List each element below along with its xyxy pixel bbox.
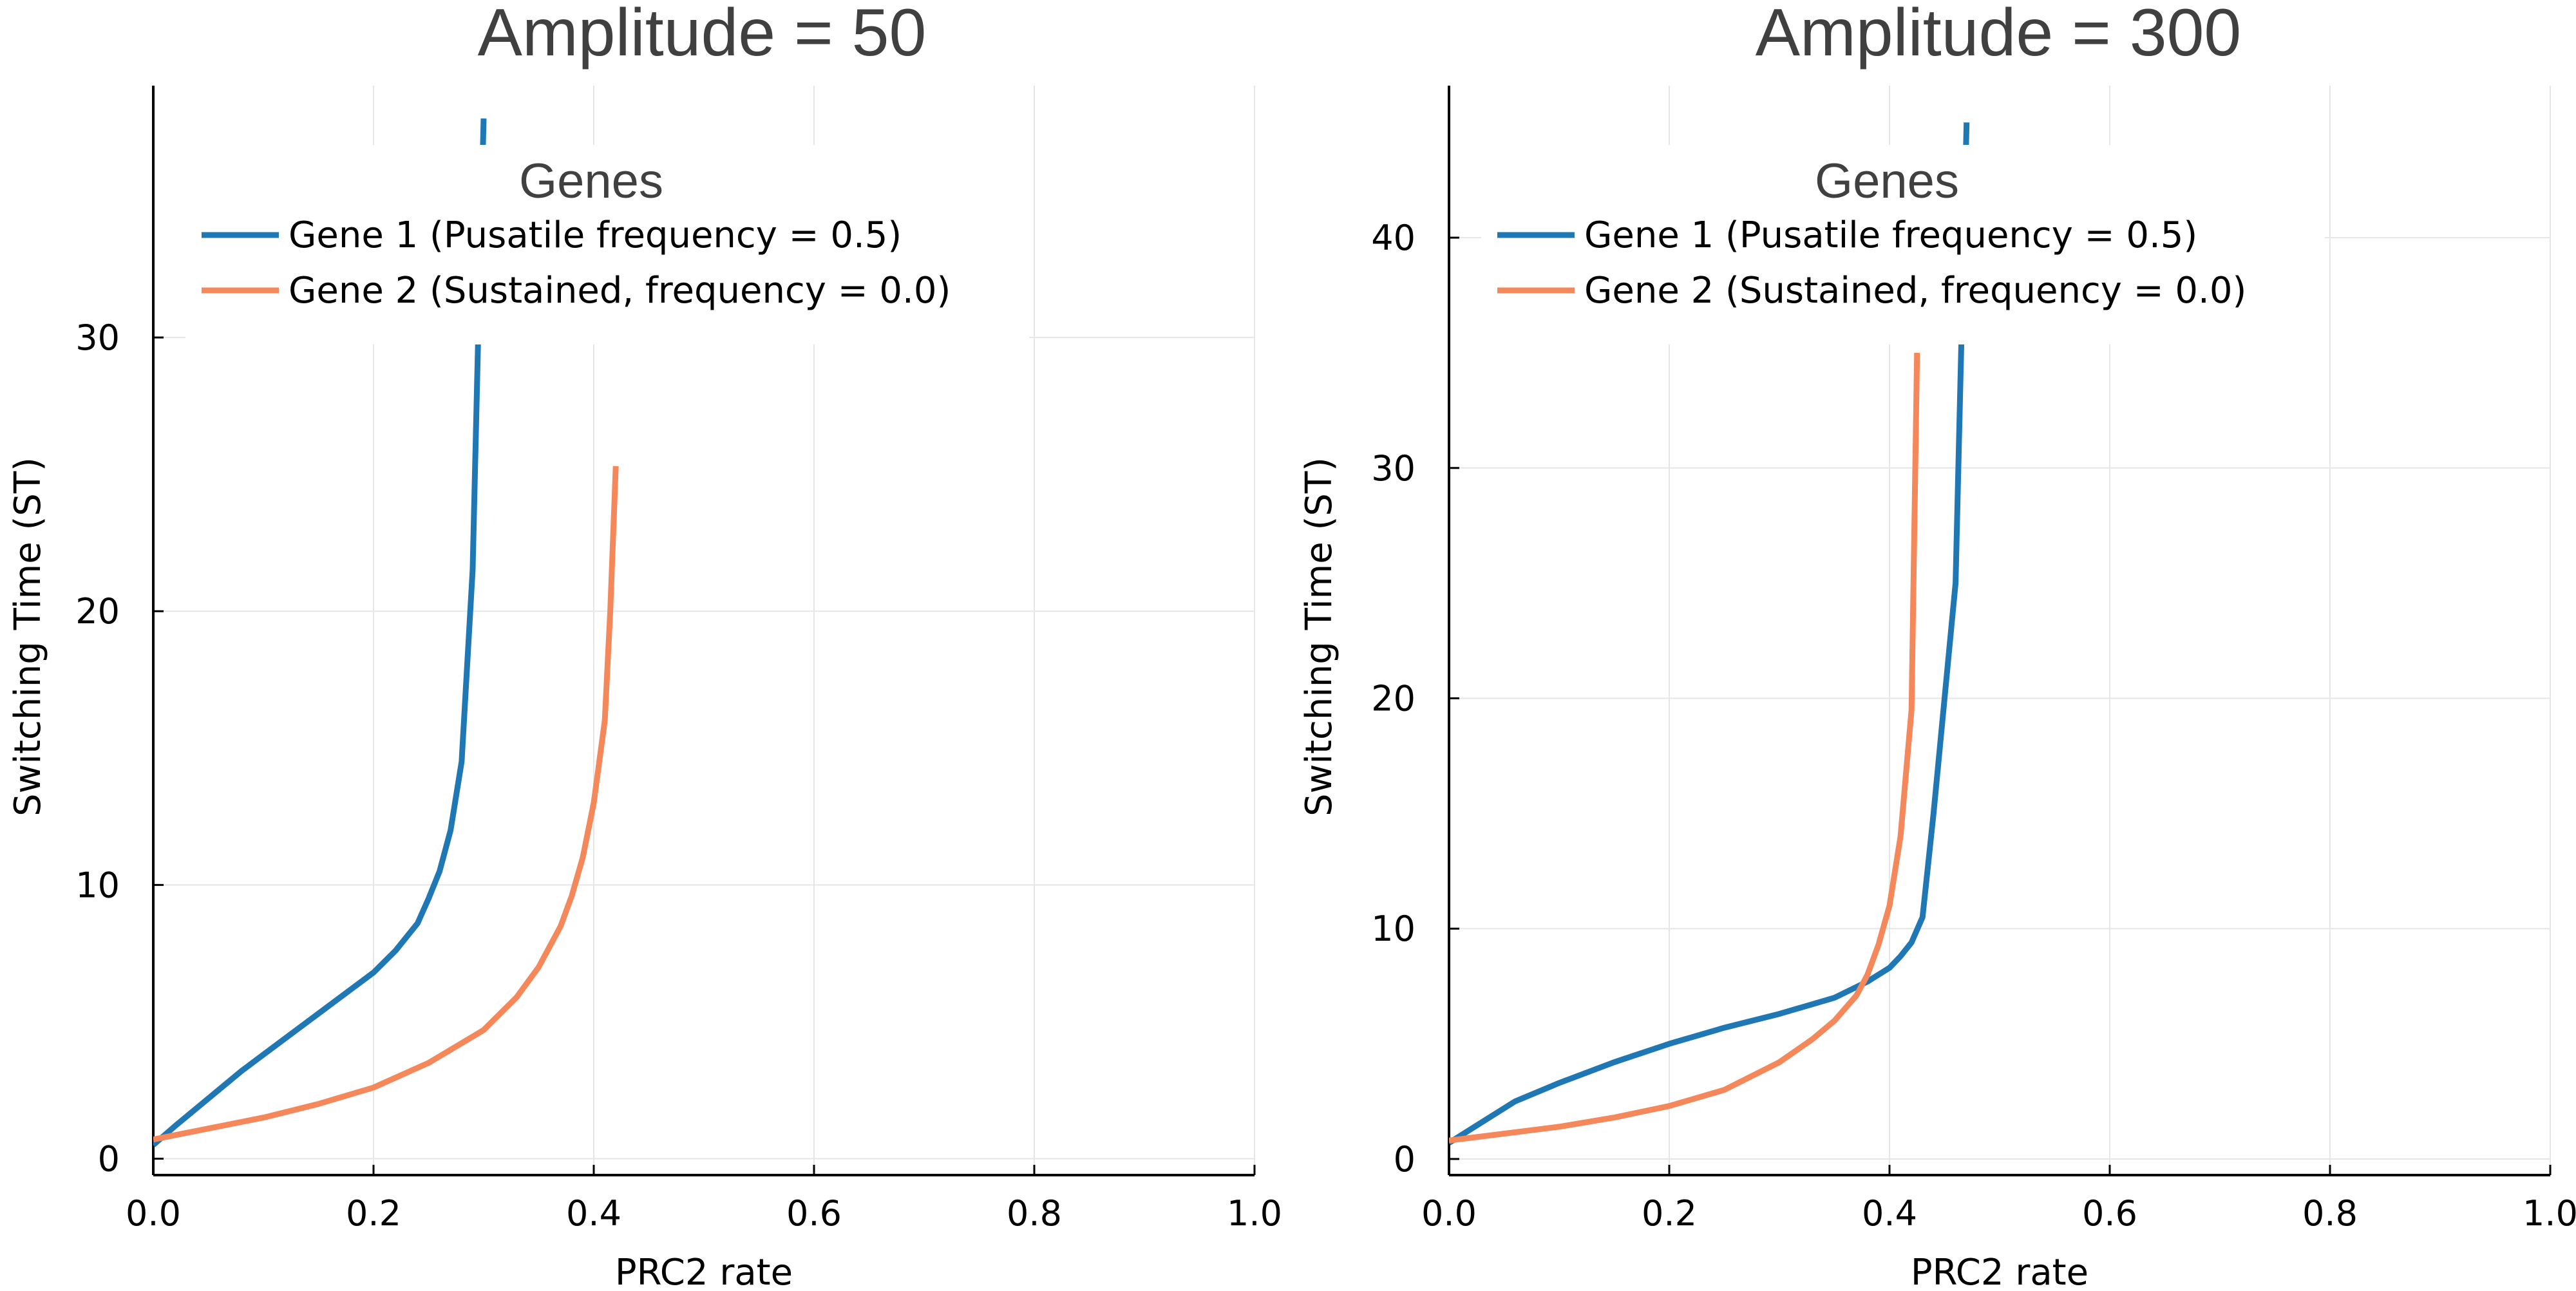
x-tick-label: 0.2 (1642, 1193, 1697, 1234)
y-tick-label: 30 (75, 317, 120, 358)
y-tick-label: 30 (1371, 448, 1416, 489)
x-tick-label: 0.6 (2082, 1193, 2137, 1234)
legend-box (185, 145, 1029, 344)
legend-box (1481, 145, 2325, 344)
y-axis-label: Switching Time (ST) (1298, 457, 1340, 816)
y-tick-label: 0 (1394, 1139, 1416, 1180)
y-tick-label: 0 (98, 1138, 120, 1179)
y-tick-label: 10 (75, 865, 120, 905)
x-tick-label: 0.2 (346, 1193, 401, 1234)
chart-title: Amplitude = 50 (478, 0, 927, 70)
x-tick-label: 1.0 (2523, 1193, 2576, 1234)
x-axis-label: PRC2 rate (1911, 1252, 2088, 1288)
x-tick-label: 1.0 (1227, 1193, 1282, 1234)
x-tick-label: 0.8 (1007, 1193, 1062, 1234)
y-tick-label: 10 (1371, 909, 1416, 949)
legend-title: Genes (519, 154, 663, 209)
y-tick-label: 40 (1371, 218, 1416, 258)
subplot-amplitude-300: 0.0 0.2 0.4 0.6 0.8 1.0 0 10 20 30 40 PRC2 rate Swit… (1298, 0, 2576, 1291)
legend-title: Genes (1815, 154, 1959, 209)
series-line-gene-1 (1449, 122, 1970, 1145)
legend-label-gene-2: Gene 2 (Sustained, frequency = 0.0) (289, 270, 951, 312)
y-tick-label: 20 (75, 591, 120, 632)
series-line-gene-1 (153, 118, 487, 1147)
x-tick-label: 0.0 (1421, 1193, 1477, 1234)
chart-title: Amplitude = 300 (1756, 0, 2242, 70)
legend-label-gene-1: Gene 1 (Pusatile frequency = 0.5) (1584, 214, 2197, 256)
y-axis-label: Switching Time (ST) (7, 457, 49, 816)
x-tick-label: 0.6 (786, 1193, 842, 1234)
legend-label-gene-1: Gene 1 (Pusatile frequency = 0.5) (289, 214, 902, 256)
x-tick-label: 0.4 (1862, 1193, 1917, 1234)
x-axis-label: PRC2 rate (615, 1252, 793, 1288)
series-line-gene-2 (1449, 352, 1920, 1144)
y-tick-label: 20 (1371, 679, 1416, 719)
x-tick-label: 0.4 (566, 1193, 621, 1234)
x-tick-label: 0.0 (126, 1193, 181, 1234)
x-tick-label: 0.8 (2302, 1193, 2358, 1234)
legend-label-gene-2: Gene 2 (Sustained, frequency = 0.0) (1584, 270, 2246, 312)
subplot-amplitude-50: 0.0 0.2 0.4 0.6 0.8 1.0 0 10 20 30 PRC2 rate Switch… (7, 0, 1282, 1291)
series-line-gene-2 (153, 466, 619, 1143)
